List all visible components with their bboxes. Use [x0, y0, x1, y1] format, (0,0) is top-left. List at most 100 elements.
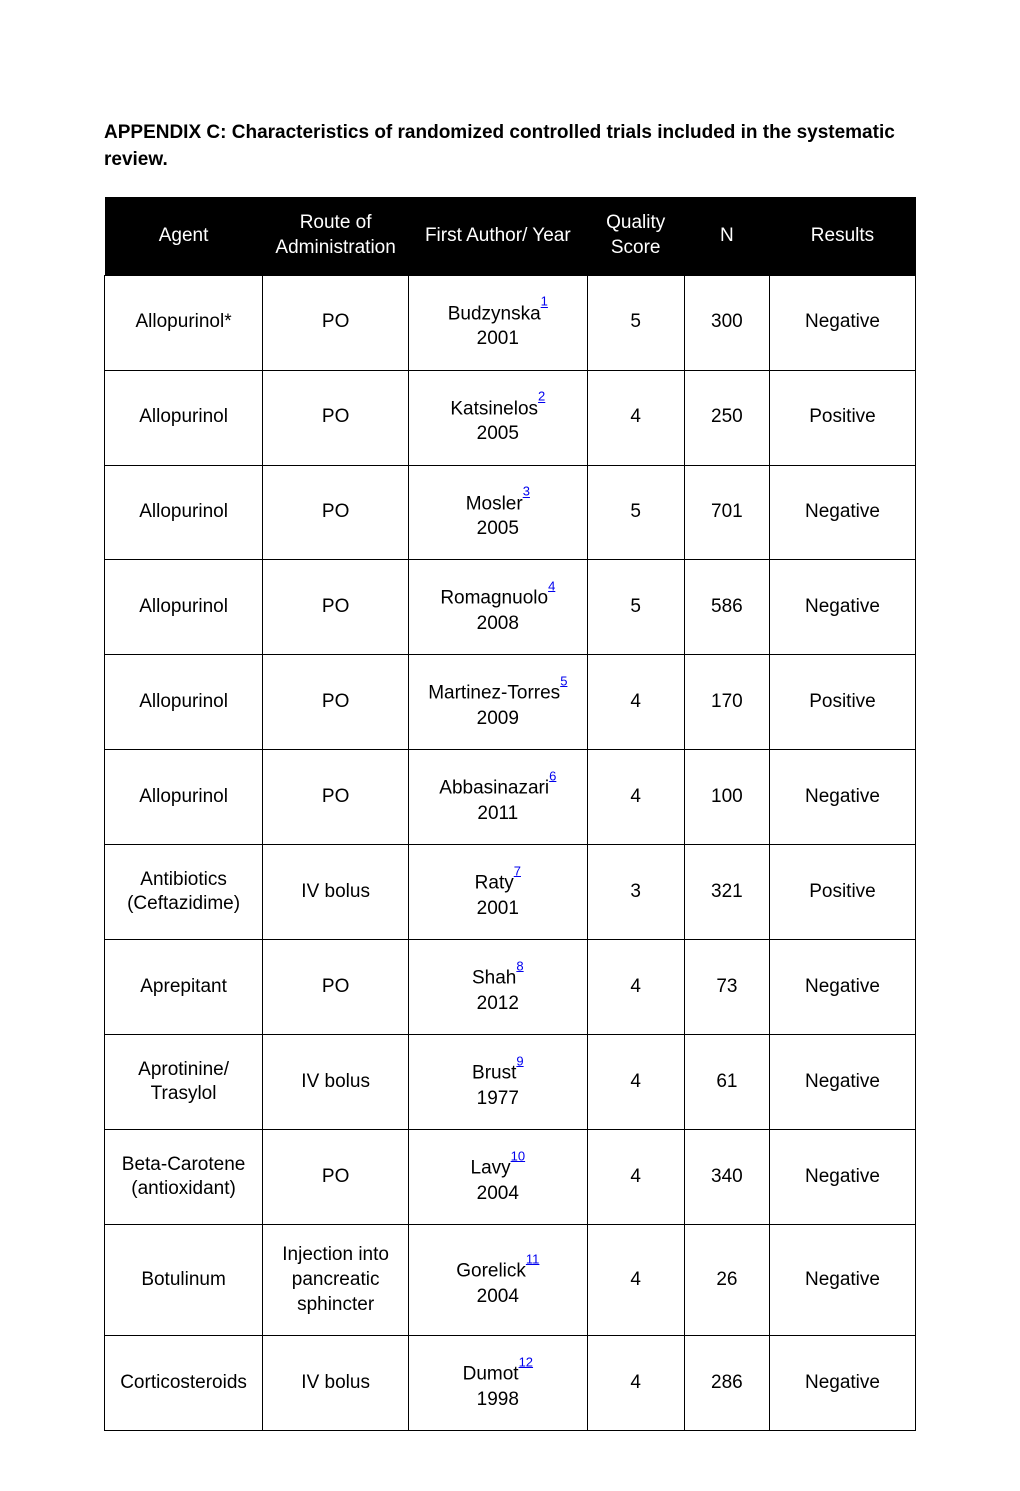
- author-name: Raty: [475, 873, 514, 894]
- cell-score: 4: [587, 655, 684, 750]
- page-container: APPENDIX C: Characteristics of randomize…: [0, 0, 1020, 1491]
- cell-n: 170: [684, 655, 769, 750]
- cell-results: Positive: [769, 655, 915, 750]
- cell-author: Brust91977: [409, 1035, 587, 1130]
- cell-route: PO: [263, 750, 409, 845]
- cell-results: Negative: [769, 1336, 915, 1431]
- table-row: Beta-Carotene (antioxidant)POLavy1020044…: [105, 1130, 916, 1225]
- header-n: N: [684, 197, 769, 275]
- cell-author: Gorelick11 2004: [409, 1225, 587, 1336]
- cell-score: 4: [587, 1130, 684, 1225]
- page-title: APPENDIX C: Characteristics of randomize…: [104, 120, 916, 173]
- reference-link[interactable]: 6: [549, 768, 556, 783]
- cell-route: Injection into pancreatic sphincter: [263, 1225, 409, 1336]
- cell-author: Abbasinazari6 2011: [409, 750, 587, 845]
- cell-route: PO: [263, 1130, 409, 1225]
- cell-route: PO: [263, 465, 409, 560]
- cell-score: 5: [587, 465, 684, 560]
- cell-author: Romagnuolo42008: [409, 560, 587, 655]
- author-year: 2009: [477, 708, 519, 729]
- author-name: Gorelick: [456, 1261, 526, 1282]
- author-year: 2004: [477, 1286, 519, 1307]
- cell-agent: Botulinum: [105, 1225, 263, 1336]
- cell-n: 250: [684, 370, 769, 465]
- cell-author: Budzynska1 2001: [409, 275, 587, 370]
- cell-route: PO: [263, 560, 409, 655]
- cell-n: 300: [684, 275, 769, 370]
- header-results: Results: [769, 197, 915, 275]
- cell-results: Negative: [769, 465, 915, 560]
- cell-author: Shah8 2012: [409, 940, 587, 1035]
- author-year: 2012: [477, 993, 519, 1014]
- table-row: Antibiotics (Ceftazidime)IV bolusRaty720…: [105, 845, 916, 940]
- cell-score: 5: [587, 275, 684, 370]
- header-score: Quality Score: [587, 197, 684, 275]
- cell-author: Katsinelos22005: [409, 370, 587, 465]
- reference-link[interactable]: 9: [516, 1053, 523, 1068]
- author-name: Martinez-Torres: [428, 683, 560, 704]
- reference-link[interactable]: 10: [511, 1148, 525, 1163]
- cell-n: 73: [684, 940, 769, 1035]
- cell-route: PO: [263, 940, 409, 1035]
- table-row: AllopurinolPOMosler320055701Negative: [105, 465, 916, 560]
- header-author: First Author/ Year: [409, 197, 587, 275]
- reference-link[interactable]: 5: [560, 673, 567, 688]
- cell-score: 4: [587, 750, 684, 845]
- cell-agent: Aprepitant: [105, 940, 263, 1035]
- cell-n: 701: [684, 465, 769, 560]
- table-row: CorticosteroidsIV bolusDumot1219984286Ne…: [105, 1336, 916, 1431]
- author-name: Abbasinazari: [439, 778, 549, 799]
- cell-agent: Allopurinol: [105, 465, 263, 560]
- cell-agent: Beta-Carotene (antioxidant): [105, 1130, 263, 1225]
- cell-agent: Antibiotics (Ceftazidime): [105, 845, 263, 940]
- author-year: 2001: [477, 328, 519, 349]
- author-name: Budzynska: [448, 303, 541, 324]
- table-row: BotulinumInjection into pancreatic sphin…: [105, 1225, 916, 1336]
- cell-n: 26: [684, 1225, 769, 1336]
- author-year: 1998: [477, 1389, 519, 1410]
- author-name: Brust: [472, 1063, 516, 1084]
- cell-results: Negative: [769, 1035, 915, 1130]
- author-name: Mosler: [466, 493, 523, 514]
- cell-n: 61: [684, 1035, 769, 1130]
- cell-route: IV bolus: [263, 1336, 409, 1431]
- cell-score: 3: [587, 845, 684, 940]
- author-name: Shah: [472, 968, 516, 989]
- cell-author: Martinez-Torres5 2009: [409, 655, 587, 750]
- reference-link[interactable]: 7: [514, 863, 521, 878]
- table-row: AllopurinolPORomagnuolo420085586Negative: [105, 560, 916, 655]
- reference-link[interactable]: 12: [519, 1354, 533, 1369]
- cell-score: 4: [587, 370, 684, 465]
- table-header-row: Agent Route of Administration First Auth…: [105, 197, 916, 275]
- cell-results: Negative: [769, 1225, 915, 1336]
- table-row: Allopurinol*PO Budzynska1 2001 5300Negative: [105, 275, 916, 370]
- cell-results: Negative: [769, 1130, 915, 1225]
- cell-author: Raty72001: [409, 845, 587, 940]
- cell-score: 4: [587, 1035, 684, 1130]
- cell-route: PO: [263, 275, 409, 370]
- cell-results: Negative: [769, 275, 915, 370]
- cell-author: Mosler32005: [409, 465, 587, 560]
- cell-results: Positive: [769, 370, 915, 465]
- author-name: Romagnuolo: [440, 588, 548, 609]
- reference-link[interactable]: 8: [516, 958, 523, 973]
- reference-link[interactable]: 4: [548, 578, 555, 593]
- cell-agent: Allopurinol*: [105, 275, 263, 370]
- reference-link[interactable]: 1: [541, 294, 548, 309]
- cell-results: Negative: [769, 940, 915, 1035]
- cell-author: Lavy102004: [409, 1130, 587, 1225]
- author-name: Lavy: [471, 1158, 511, 1179]
- author-year: 2011: [477, 803, 518, 824]
- cell-route: PO: [263, 370, 409, 465]
- cell-route: IV bolus: [263, 845, 409, 940]
- cell-agent: Aprotinine/ Trasylol: [105, 1035, 263, 1130]
- trials-table: Agent Route of Administration First Auth…: [104, 197, 916, 1431]
- author-name: Katsinelos: [450, 398, 538, 419]
- cell-results: Positive: [769, 845, 915, 940]
- table-row: AprepitantPOShah82012473Negative: [105, 940, 916, 1035]
- reference-link[interactable]: 2: [538, 389, 545, 404]
- table-row: AllopurinolPOAbbasinazari620114100Negati…: [105, 750, 916, 845]
- table-row: Aprotinine/ TrasylolIV bolusBrust9197746…: [105, 1035, 916, 1130]
- reference-link[interactable]: 3: [523, 484, 530, 499]
- reference-link[interactable]: 11: [526, 1251, 540, 1266]
